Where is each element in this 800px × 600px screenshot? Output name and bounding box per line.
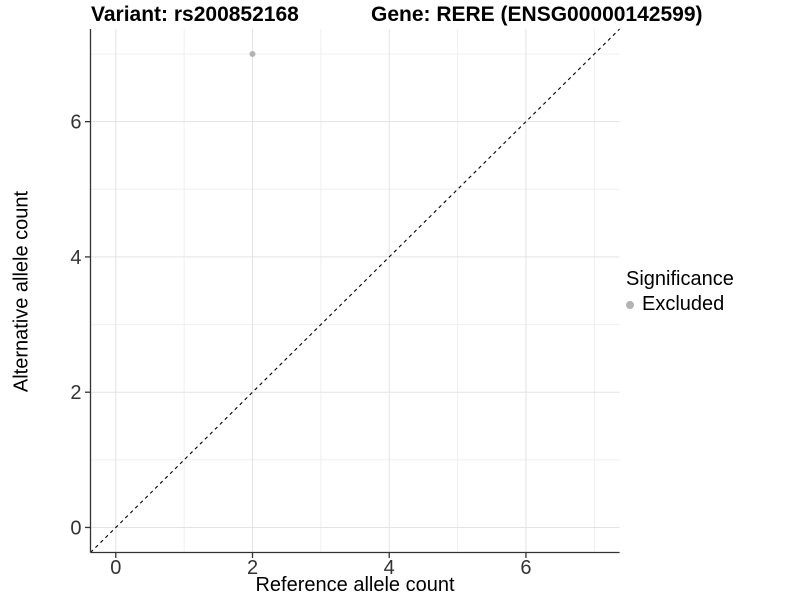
legend-entry-excluded: Excluded bbox=[626, 293, 734, 316]
x-tick-label: 4 bbox=[384, 557, 395, 579]
legend-entry-label: Excluded bbox=[642, 293, 725, 315]
excluded-point-icon bbox=[626, 300, 634, 309]
y-tick-label: 0 bbox=[70, 517, 81, 539]
y-tick-label: 2 bbox=[70, 382, 81, 404]
plot-title-gene: Gene: RERE (ENSG00000142599) bbox=[371, 3, 703, 26]
x-axis-title: Reference allele count bbox=[255, 574, 455, 596]
x-tick-label: 2 bbox=[247, 557, 258, 579]
x-tick-label: 6 bbox=[520, 557, 531, 579]
y-tick-label: 6 bbox=[70, 112, 81, 134]
y-tick-label: 4 bbox=[70, 247, 81, 269]
identity-line bbox=[90, 28, 620, 553]
x-tick-label: 0 bbox=[110, 557, 121, 579]
data-point bbox=[249, 51, 256, 58]
plot-title-variant: Variant: rs200852168 bbox=[91, 3, 299, 26]
y-axis-title: Alternative allele count bbox=[10, 190, 33, 393]
legend-title: Significance bbox=[626, 268, 734, 290]
legend: Significance Excluded bbox=[626, 268, 734, 316]
